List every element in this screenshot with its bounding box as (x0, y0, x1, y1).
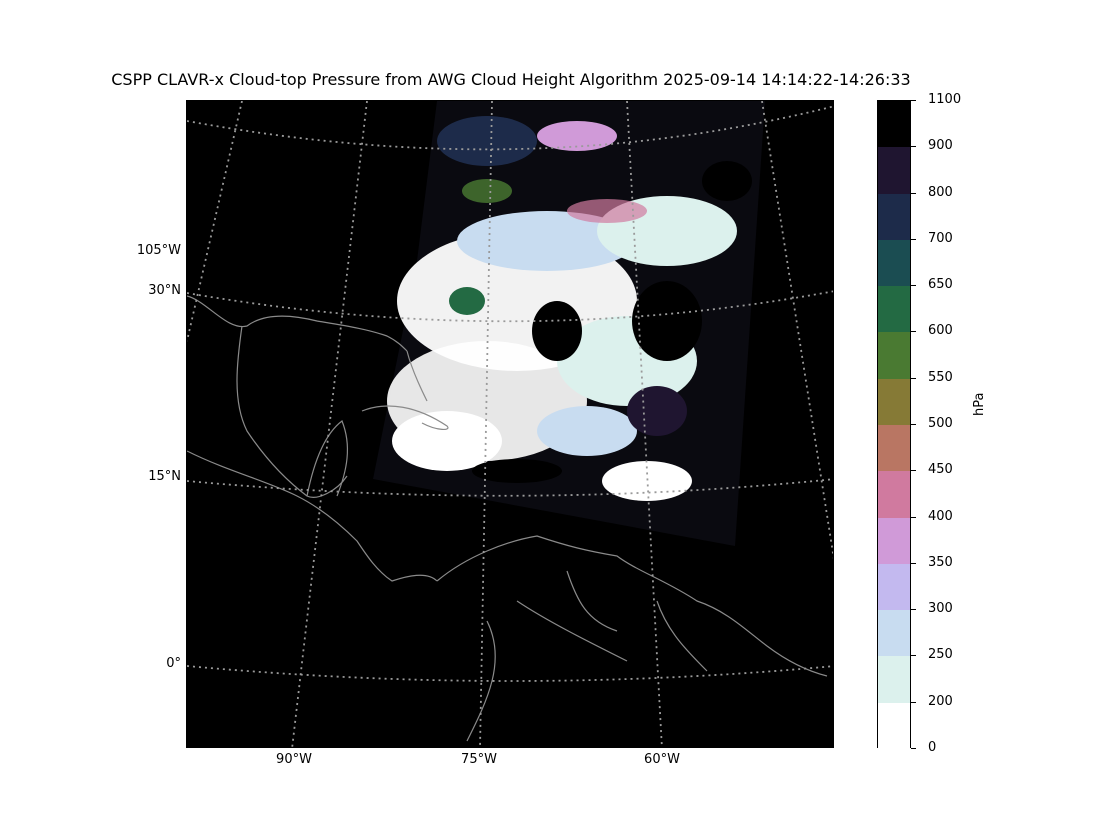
colorbar-tick (911, 470, 916, 472)
colorbar-tick (911, 516, 916, 518)
mexico-coast (236, 325, 348, 498)
lon-label-75w: 75°W (461, 752, 497, 767)
parallel-30n (187, 290, 833, 323)
colorbar-tick-label: 650 (928, 277, 953, 293)
colorbar-segment (878, 286, 910, 333)
colorbar-tick-label: 250 (928, 647, 953, 663)
colorbar-segment (878, 471, 910, 519)
colorbar-segment (878, 378, 910, 426)
colorbar-tick-label: 700 (928, 230, 953, 246)
lon-label-90w: 90°W (276, 752, 312, 767)
colorbar-tick (911, 562, 916, 564)
colorbar-segment (878, 563, 910, 611)
colorbar-segment (878, 332, 910, 380)
colorbar-segment (878, 517, 910, 565)
colorbar-segment (878, 101, 910, 148)
colorbar-tick-label: 0 (928, 740, 937, 755)
graticule (187, 101, 833, 747)
colorbar-tick-label: 800 (928, 184, 953, 200)
colorbar-tick-label: 400 (928, 508, 953, 524)
cloud-fields (387, 116, 752, 501)
colorbar-tick-label: 900 (928, 138, 953, 154)
parallel-45n (187, 105, 833, 151)
cuba (361, 405, 449, 430)
south-america-north (436, 535, 828, 677)
lat-label-0: 0° (166, 656, 181, 671)
lon-label-105w: 105°W (136, 243, 181, 258)
lat-label-15n: 15°N (148, 469, 181, 484)
south-america-interior (466, 570, 708, 742)
colorbar-segment (878, 656, 910, 704)
parallel-0 (187, 665, 833, 682)
colorbar (877, 100, 911, 750)
colorbar-tick (911, 146, 916, 148)
colorbar-tick-label: 600 (928, 323, 953, 339)
colorbar-tick-label: 450 (928, 462, 953, 478)
colorbar-tick (911, 701, 916, 703)
colorbar-tick (911, 655, 916, 657)
colorbar-tick-label: 300 (928, 601, 953, 617)
colorbar-segment (878, 239, 910, 287)
parallel-15n (187, 478, 833, 497)
map-panel[interactable] (186, 100, 834, 748)
colorbar-tick-label: 350 (928, 554, 953, 570)
chart-title: CSPP CLAVR-x Cloud-top Pressure from AWG… (111, 70, 911, 89)
colorbar-tick (911, 100, 916, 101)
colorbar-segment (878, 147, 910, 195)
colorbar-tick (911, 377, 916, 379)
colorbar-tick (911, 748, 916, 749)
lon-label-60w: 60°W (644, 752, 680, 767)
colorbar-unit-label: hPa (972, 392, 987, 416)
colorbar-segment (878, 193, 910, 241)
yucatan (306, 420, 348, 497)
colorbar-tick (911, 192, 916, 194)
colorbar-tick-label: 1100 (928, 92, 962, 107)
florida (406, 350, 428, 402)
lat-label-30n: 30°N (148, 283, 181, 298)
colorbar-segment (878, 702, 910, 750)
colorbar-tick (911, 331, 916, 333)
meridian-90w (291, 101, 368, 747)
meridian-105w (187, 101, 243, 342)
satellite-swath (373, 101, 765, 546)
coastlines (187, 295, 828, 742)
colorbar-tick-label: 550 (928, 369, 953, 385)
meridian-45w (761, 101, 833, 560)
colorbar-tick (911, 285, 916, 287)
colorbar-segment (878, 425, 910, 472)
colorbar-tick (911, 609, 916, 611)
colorbar-tick (911, 424, 916, 425)
central-america (187, 450, 438, 582)
meridian-60w (626, 101, 663, 747)
us-gulf-coast (187, 295, 408, 352)
colorbar-tick-label: 500 (928, 416, 953, 431)
colorbar-segment (878, 610, 910, 657)
colorbar-tick-label: 200 (928, 693, 953, 709)
map-canvas (187, 101, 833, 747)
meridian-75w (479, 101, 493, 747)
colorbar-tick (911, 238, 916, 240)
